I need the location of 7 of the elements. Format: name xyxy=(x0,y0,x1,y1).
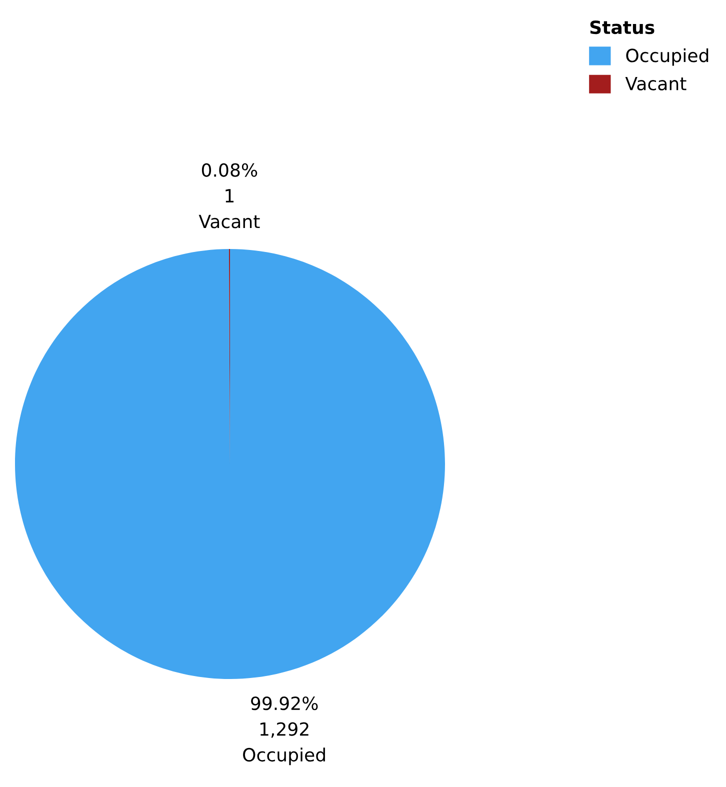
data-label: 0.08% 1 xyxy=(202,163,258,202)
data-label: 99.92% 1,292 xyxy=(251,696,318,738)
slice-label: Occupied xyxy=(243,748,325,766)
legend-label: Vacant xyxy=(625,77,686,90)
legend-title: Status xyxy=(590,20,654,34)
legend-label: Occupied xyxy=(626,48,708,66)
slice-label: Vacant xyxy=(198,214,260,228)
